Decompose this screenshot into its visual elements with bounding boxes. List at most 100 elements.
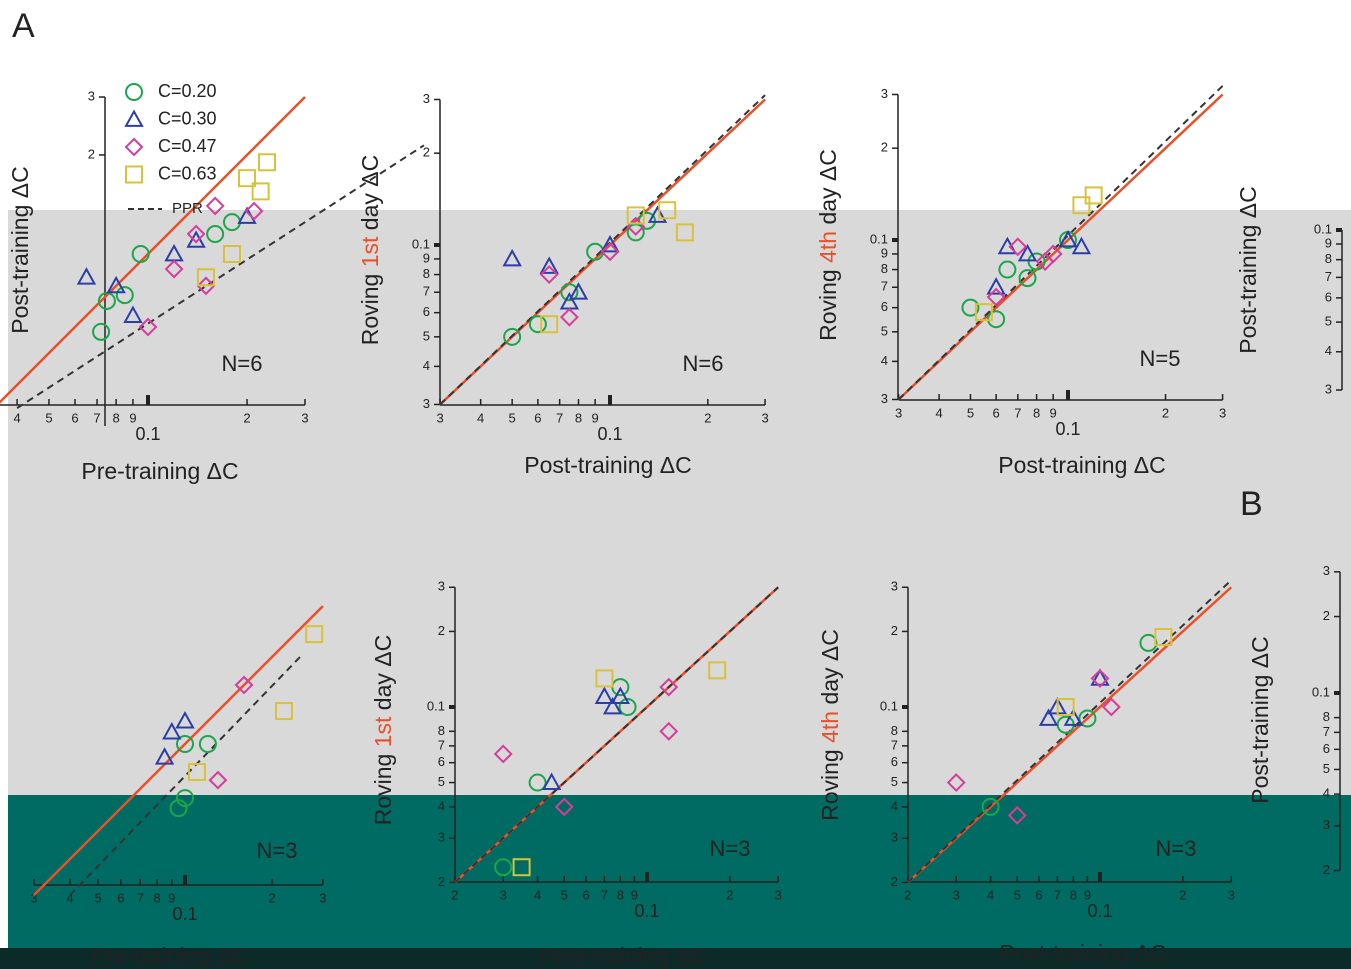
marker	[1090, 668, 1110, 686]
x-tick-label: 5	[94, 890, 101, 905]
x-tick-label: 9	[1050, 405, 1057, 420]
y-tick-label: 3	[881, 391, 888, 406]
x-tick-label: 4	[477, 410, 484, 425]
marker	[124, 109, 144, 127]
marker	[187, 763, 206, 782]
marker	[124, 137, 144, 157]
marker	[512, 858, 531, 877]
marker	[92, 322, 111, 341]
y-tick-label: 0.1	[1314, 221, 1332, 236]
y-tick-label: 0.1	[870, 231, 888, 246]
y-tick-label: 3	[891, 830, 898, 845]
x-tick-label: 3	[1228, 887, 1235, 902]
y-axis-label-part: 1st	[357, 236, 383, 267]
y-axis-label-part: 4th	[817, 711, 843, 743]
marker	[539, 256, 559, 274]
marker	[305, 625, 324, 644]
x-tick-label: 0.1	[634, 901, 659, 921]
marker	[946, 773, 966, 792]
y-tick-label: 4	[881, 353, 888, 368]
x-tick-label: 5	[561, 887, 568, 902]
marker	[169, 799, 188, 818]
legend-label: PPR	[172, 200, 203, 217]
marker	[186, 230, 206, 248]
y-tick-label: 2	[88, 146, 95, 161]
y-tick-label: 8	[1323, 709, 1330, 724]
x-tick-label: 2	[726, 887, 733, 902]
x-tick-label: 2	[1162, 405, 1169, 420]
annotation: N=3	[257, 838, 298, 863]
marker	[708, 661, 727, 680]
y-tick-label: 4	[438, 798, 445, 813]
annotation: N=3	[1156, 836, 1197, 861]
legend-label: C=0.47	[158, 136, 217, 156]
x-tick-label: 6	[1035, 887, 1042, 902]
x-tick-label: 9	[592, 410, 599, 425]
marker	[1063, 708, 1084, 726]
y-tick-label: 6	[438, 754, 445, 769]
y-tick-label: 5	[881, 323, 888, 338]
ppr-line	[439, 94, 766, 406]
y-tick-label: 2	[1323, 608, 1330, 623]
x-tick-label: 3	[301, 410, 308, 425]
annotation: N=6	[683, 351, 724, 376]
marker	[1101, 697, 1121, 717]
marker	[206, 225, 225, 244]
x-tick-label: 2	[268, 890, 275, 905]
y-tick-label: 8	[423, 266, 430, 281]
marker	[1038, 708, 1059, 726]
x-tick-label: 8	[1070, 887, 1077, 902]
x-tick-label: 4	[66, 890, 73, 905]
y-tick-label: 9	[881, 245, 888, 260]
y-tick-label: 2	[1323, 862, 1330, 877]
marker	[528, 315, 547, 334]
marker	[222, 245, 241, 263]
marker	[125, 165, 143, 184]
marker	[198, 735, 217, 753]
ppr-line	[454, 586, 779, 884]
marker	[675, 223, 694, 242]
x-axis-label: Post-training ΔC	[539, 943, 706, 969]
x-tick-label: 0.1	[1055, 419, 1080, 439]
marker	[528, 773, 547, 792]
marker	[600, 242, 620, 262]
x-tick-label: 2	[1179, 887, 1186, 902]
x-tick-label: 4	[935, 405, 942, 420]
y-tick-label: 4	[1325, 343, 1332, 358]
annotation: N=5	[1140, 346, 1181, 371]
y-tick-label: 7	[438, 737, 445, 752]
y-axis-label: Roving 1st day ΔC	[370, 635, 396, 826]
y-tick-label: 7	[1323, 724, 1330, 739]
x-tick-label: 0.1	[172, 904, 197, 924]
x-tick-label: 3	[761, 410, 768, 425]
y-tick-label: 4	[1323, 786, 1330, 801]
x-tick-label: 3	[436, 410, 443, 425]
x-tick-label: 3	[319, 890, 326, 905]
y-axis-label-part: day ΔC	[357, 155, 383, 237]
marker	[658, 201, 677, 220]
marker	[560, 283, 579, 302]
marker	[1072, 196, 1091, 215]
y-tick-label: 5	[438, 774, 445, 789]
marker	[961, 298, 980, 317]
background-band	[0, 948, 1351, 969]
x-tick-label: 8	[153, 890, 160, 905]
marker	[175, 711, 195, 729]
marker	[1056, 698, 1075, 716]
marker	[626, 206, 645, 225]
marker	[154, 747, 175, 765]
ppr-line	[16, 144, 425, 409]
x-tick-label: 8	[1033, 405, 1040, 420]
y-tick-label: 3	[881, 86, 888, 101]
x-tick-label: 6	[993, 405, 1000, 420]
marker	[554, 797, 574, 817]
marker	[541, 772, 562, 790]
marker	[176, 789, 194, 808]
y-tick-label: 8	[881, 261, 888, 276]
y-tick-label: 7	[423, 284, 430, 299]
marker	[647, 205, 668, 223]
annotation: N=6	[222, 351, 263, 376]
marker	[234, 675, 254, 695]
y-tick-label: 4	[891, 798, 898, 813]
y-tick-label: 3	[891, 579, 898, 594]
